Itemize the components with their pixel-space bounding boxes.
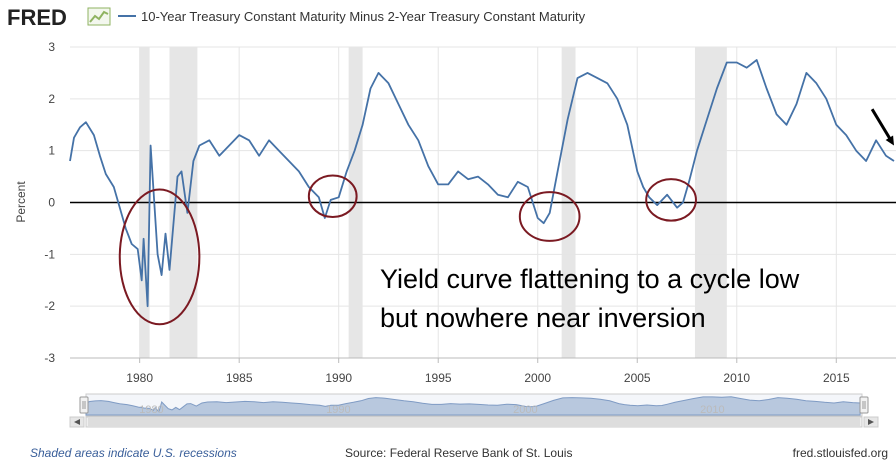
x-tick-label: 2015 xyxy=(823,371,850,385)
sparkline-chart-icon xyxy=(87,7,111,26)
annotation-circle xyxy=(518,191,581,242)
y-tick-label: 2 xyxy=(48,92,55,106)
scroll-right-button[interactable] xyxy=(863,416,879,428)
y-tick-label: -1 xyxy=(44,247,55,261)
arrow-head-icon xyxy=(885,135,895,146)
annotation-circle xyxy=(645,178,697,222)
site-link[interactable]: fred.stlouisfed.org xyxy=(792,446,888,460)
x-tick-label: 2005 xyxy=(624,371,651,385)
annotation-line-1: Yield curve flattening to a cycle low xyxy=(380,264,800,294)
annotation-circle xyxy=(307,174,358,219)
navigator-label: 2000 xyxy=(513,404,537,416)
navigator-series xyxy=(85,396,861,416)
arrow-left-icon xyxy=(74,419,80,425)
y-tick-label: 3 xyxy=(48,40,55,54)
fred-logo[interactable]: FRED xyxy=(7,5,67,30)
navigator-label: 1980 xyxy=(139,404,163,416)
series-line xyxy=(69,59,895,308)
y-tick-label: 1 xyxy=(48,144,55,158)
range-navigator[interactable]: 1980 1990 2000 2010 xyxy=(69,393,879,428)
navigator-handle-right[interactable] xyxy=(859,396,869,414)
x-tick-label: 1990 xyxy=(325,371,352,385)
source-note: Source: Federal Reserve Bank of St. Loui… xyxy=(345,446,573,460)
x-tick-label: 2000 xyxy=(524,371,551,385)
navigator-handle-left[interactable] xyxy=(79,396,89,414)
arrow-right-icon xyxy=(868,419,874,425)
x-tick-label: 1980 xyxy=(126,371,153,385)
annotation-circle xyxy=(118,188,201,326)
y-tick-label: 0 xyxy=(48,196,55,210)
annotation-line-2: but nowhere near inversion xyxy=(380,303,706,333)
chart-title: 10-Year Treasury Constant Maturity Minus… xyxy=(141,9,586,24)
scroll-left-button[interactable] xyxy=(69,416,85,428)
x-tick-label: 1985 xyxy=(226,371,253,385)
navigator-label: 2010 xyxy=(700,404,724,416)
recession-note: Shaded areas indicate U.S. recessions xyxy=(30,446,237,460)
x-tick-label: 1995 xyxy=(425,371,452,385)
y-tick-label: -3 xyxy=(44,351,55,365)
chart: FRED 10-Year Treasury Constant Maturity … xyxy=(7,5,896,428)
y-tick-label: -2 xyxy=(44,299,55,313)
navigator-label: 1990 xyxy=(326,404,350,416)
arrow-shaft xyxy=(870,108,894,143)
navigator-scrollbar-thumb[interactable] xyxy=(88,418,860,426)
y-axis-label: Percent xyxy=(14,181,28,223)
x-tick-label: 2010 xyxy=(723,371,750,385)
